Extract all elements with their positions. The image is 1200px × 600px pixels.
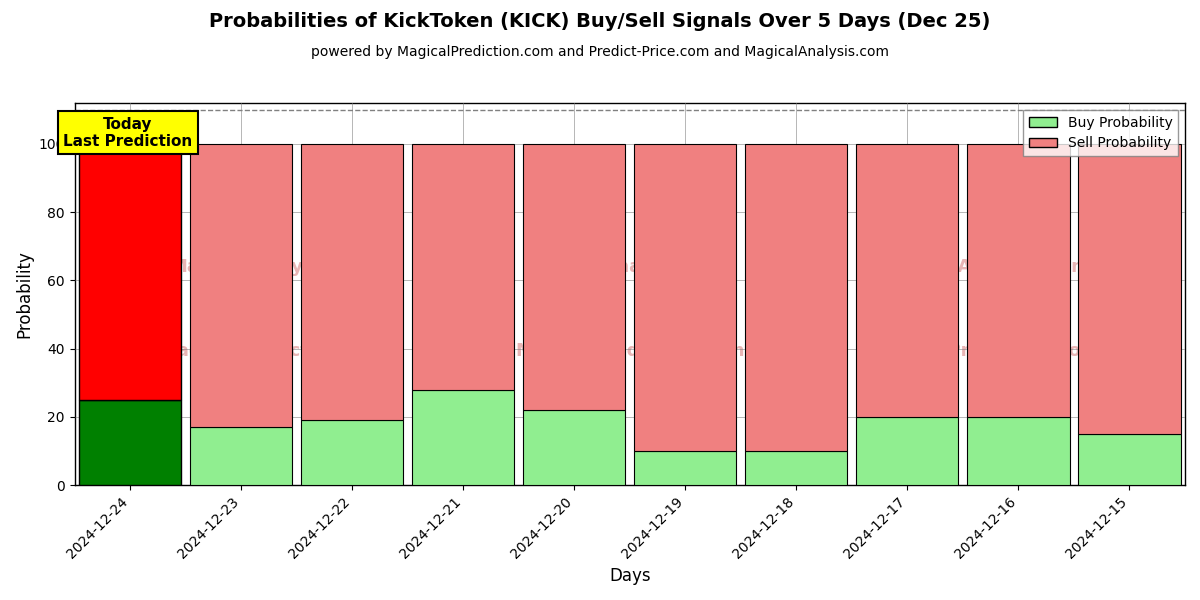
Bar <box>635 451 737 485</box>
Bar <box>967 417 1069 485</box>
Bar <box>745 144 847 451</box>
Text: Probabilities of KickToken (KICK) Buy/Sell Signals Over 5 Days (Dec 25): Probabilities of KickToken (KICK) Buy/Se… <box>209 12 991 31</box>
Bar <box>635 144 737 451</box>
Y-axis label: Probability: Probability <box>16 250 34 338</box>
Text: MagicalPrediction.com: MagicalPrediction.com <box>515 343 744 361</box>
Bar <box>412 144 515 389</box>
Bar <box>523 144 625 410</box>
Bar <box>745 451 847 485</box>
Bar <box>857 144 959 417</box>
Bar <box>412 389 515 485</box>
Text: MagicalPrediction.com: MagicalPrediction.com <box>870 343 1100 361</box>
Bar <box>1079 434 1181 485</box>
Text: MagicalAnalysis.com: MagicalAnalysis.com <box>524 259 734 277</box>
Text: Today
Last Prediction: Today Last Prediction <box>64 116 192 149</box>
Bar <box>1079 144 1181 434</box>
Bar <box>190 427 293 485</box>
Text: MagicalPrediction.com: MagicalPrediction.com <box>160 343 389 361</box>
Bar <box>967 144 1069 417</box>
Legend: Buy Probability, Sell Probability: Buy Probability, Sell Probability <box>1024 110 1178 156</box>
Text: MagicalAnalysis.com: MagicalAnalysis.com <box>169 259 379 277</box>
Bar <box>523 410 625 485</box>
Text: MagicalAnalysis.com: MagicalAnalysis.com <box>881 259 1090 277</box>
Bar <box>79 400 181 485</box>
Bar <box>301 144 403 421</box>
Bar <box>301 421 403 485</box>
Bar <box>857 417 959 485</box>
Bar <box>190 144 293 427</box>
Bar <box>79 144 181 400</box>
X-axis label: Days: Days <box>610 567 650 585</box>
Text: powered by MagicalPrediction.com and Predict-Price.com and MagicalAnalysis.com: powered by MagicalPrediction.com and Pre… <box>311 45 889 59</box>
